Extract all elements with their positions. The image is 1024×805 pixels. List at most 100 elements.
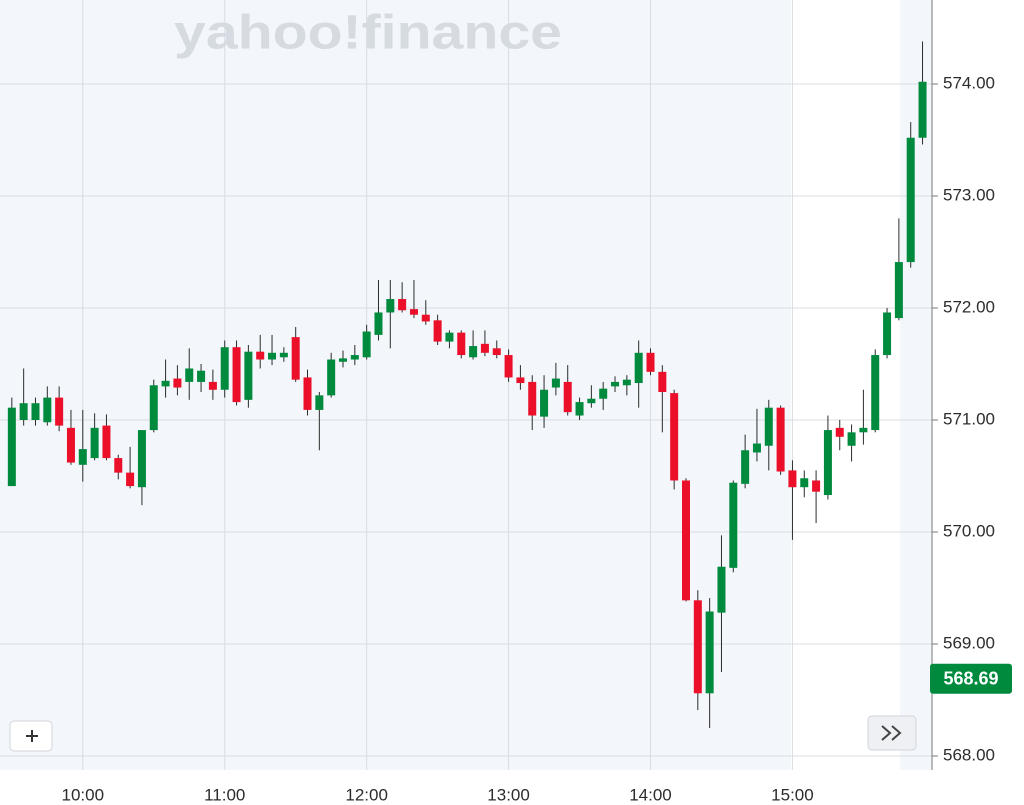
candle-body [31,403,40,420]
candle-body [161,380,170,387]
candle-body [918,81,927,138]
watermark: yahoo!finance [174,7,562,60]
candle-body [338,358,347,362]
x-tick-label: 12:00 [345,785,388,804]
candle-body [871,355,880,431]
candle-body [469,346,478,358]
axes: 568.00 569.00 570.00 571.00 572.00 573.00 574.… [62,73,1012,804]
candle-body [705,611,714,694]
candle-body [185,368,194,382]
candle-body [114,458,123,473]
candle-body [646,352,655,372]
candle-body [208,381,217,390]
y-tick-label: 569.00 [943,633,995,652]
candle-body [752,443,761,453]
candle-body [244,351,253,400]
candle-body [386,299,395,313]
candle-body [776,407,785,472]
candle-body [149,385,158,431]
candle-body [268,352,277,360]
candle-body [622,379,631,386]
last-price-box [930,663,1012,694]
candle-body [681,480,690,601]
candle-body [256,351,265,360]
scroll-latest-button[interactable] [867,715,917,751]
candle-body [350,355,359,360]
candle-body [741,450,750,484]
candle-body [634,352,643,384]
candle-body [126,472,135,487]
candle-body [575,402,584,416]
candle-body [66,427,75,463]
candle-body [788,470,797,488]
candle-body [800,478,809,488]
candle-body [883,312,892,356]
candle-body [232,347,241,403]
candle-body [693,600,702,694]
candle-body [398,299,407,311]
candle-body [847,432,856,446]
candle-body [823,430,832,496]
candle-body [173,378,182,388]
candle-body [528,381,537,416]
candle-body [859,427,868,433]
session-shade [900,0,932,770]
candle-body [445,332,454,342]
candle-body [457,332,466,356]
candle-body [409,309,418,315]
candle-body [611,381,620,387]
button-frame [867,715,917,751]
candle-body [374,312,383,335]
candle-body [551,378,560,388]
candle-body [55,397,64,426]
candle-body [78,449,87,465]
y-tick-label: 568.00 [943,745,995,764]
candle-body [492,348,501,356]
candle-body [220,347,229,390]
y-tick-label: 573.00 [943,185,995,204]
candle-body [327,359,336,396]
y-tick-label: 574.00 [943,73,995,92]
candle-body [894,262,903,319]
candle-body [291,337,300,380]
candle-body [279,352,288,358]
candle-body [717,566,726,613]
candle-body [504,355,513,378]
chevrons-icon [881,725,902,741]
candle-body [7,407,16,487]
candle-body [433,320,442,342]
x-tick-label: 13:00 [487,785,530,804]
candle-body [90,427,99,459]
candle-body [729,482,738,568]
candle-body [812,480,821,492]
candle-body [599,388,608,399]
candle-body [19,403,28,420]
x-tick-label: 11:00 [204,785,245,804]
plus-icon [26,730,38,742]
candle-body [835,427,844,437]
session-shade [0,0,791,770]
candle-body [516,377,525,384]
zoom-in-button[interactable] [9,720,53,752]
candle-body [315,395,324,410]
candle-body [587,398,596,404]
x-tick-label: 10:00 [62,785,105,804]
last-price-label: 568.69 [943,668,998,688]
grid [0,0,932,770]
candle-body [362,331,371,358]
y-tick-label: 571.00 [943,409,995,428]
candle-body [563,381,572,413]
x-tick-label: 15:00 [771,785,814,804]
candle-body [670,393,679,481]
candle-body [906,137,915,263]
candles [7,41,927,728]
candle-body [658,371,667,392]
candle-body [197,370,206,382]
candle-body [102,425,111,459]
candle-body [764,407,773,446]
candle-body [303,377,312,410]
y-tick-label: 572.00 [943,297,995,316]
y-tick-label: 570.00 [943,521,995,540]
candle-body [540,389,549,417]
